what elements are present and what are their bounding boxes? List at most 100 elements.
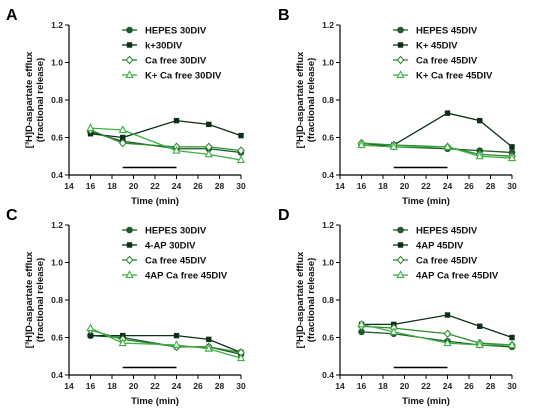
- y-tick-label: 1.2: [51, 20, 63, 30]
- y-tick-label: 1.0: [51, 258, 63, 268]
- legend-label: HEPES 45DIV: [416, 226, 478, 237]
- panel-A: A 0.4 0.6 0.8 1.0 1.2 14 16 18 20 22 24 26 28 30 Time (…: [6, 7, 246, 207]
- x-tick-label: 26: [193, 181, 203, 191]
- x-tick-label: 30: [507, 181, 517, 191]
- data-point: [236, 155, 246, 163]
- y-tick-label: 0.4: [51, 170, 63, 180]
- legend-label: K+ Ca free 45DIV: [416, 71, 493, 82]
- x-tick-label: 24: [443, 181, 453, 191]
- data-point: [236, 353, 246, 362]
- data-point: [477, 117, 483, 124]
- x-tick-label: 20: [400, 181, 410, 191]
- data-point: [238, 132, 244, 139]
- panel-D: D 0.4 0.6 0.8 1.0 1.2 14 16 18 20 22 24 26 28 30 Time (…: [278, 207, 517, 407]
- x-axis-title: Time (min): [402, 196, 450, 207]
- y-axis-title-line1: [³H]D-aspartate efflux: [24, 51, 35, 148]
- x-tick-label: 20: [129, 381, 139, 391]
- legend-label: Ca free 45DIV: [145, 256, 207, 267]
- data-point: [173, 332, 180, 339]
- x-tick-label: 28: [486, 381, 496, 391]
- legend-marker: [125, 270, 134, 278]
- panel-letter: A: [6, 7, 18, 24]
- legend-marker: [126, 26, 133, 34]
- legend-label: Ca free 30DIV: [145, 56, 207, 67]
- y-axis-title-line1: [³H]D-aspartate efflux: [24, 251, 35, 348]
- y-tick-label: 0.6: [51, 133, 63, 143]
- panel-C: C 0.4 0.6 0.8 1.0 1.2 14 16 18 20 22 24 26 28 30 Time (…: [6, 207, 246, 407]
- y-axis-title-line2: (fractional release): [306, 58, 317, 142]
- legend-label: 4AP Ca free 45DIV: [416, 271, 499, 282]
- legend-marker: [397, 26, 404, 34]
- legend-label: Ca free 45DIV: [416, 56, 478, 67]
- y-axis-title-line2: (fractional release): [35, 258, 46, 342]
- data-point: [120, 134, 126, 141]
- data-point: [509, 144, 515, 150]
- x-tick-label: 14: [335, 381, 345, 391]
- y-tick-label: 0.4: [322, 170, 334, 180]
- y-tick-label: 1.0: [322, 58, 334, 68]
- x-tick-label: 22: [150, 381, 160, 391]
- y-tick-label: 1.0: [51, 58, 63, 68]
- data-point: [173, 117, 180, 124]
- legend-label: HEPES 45DIV: [416, 26, 478, 37]
- x-tick-label: 16: [86, 181, 96, 191]
- series-line-2: [361, 314, 513, 339]
- x-tick-label: 18: [107, 181, 117, 191]
- x-tick-label: 22: [421, 381, 431, 391]
- y-tick-label: 0.6: [322, 333, 334, 343]
- data-point: [206, 336, 212, 343]
- y-tick-label: 1.2: [51, 220, 63, 230]
- legend-marker: [396, 55, 405, 65]
- data-point: [444, 110, 451, 116]
- data-point: [204, 343, 213, 352]
- x-tick-label: 16: [357, 181, 367, 191]
- x-tick-label: 18: [378, 181, 388, 191]
- data-point: [357, 319, 366, 328]
- x-tick-label: 28: [215, 181, 225, 191]
- x-tick-label: 20: [400, 381, 410, 391]
- y-axis-title-line2: (fractional release): [306, 258, 317, 342]
- panel-letter: C: [6, 207, 18, 224]
- legend-label: K+ 45DIV: [416, 41, 458, 52]
- y-tick-label: 0.6: [322, 133, 334, 143]
- data-point: [475, 340, 484, 348]
- data-point: [507, 340, 517, 348]
- y-tick-label: 0.4: [322, 370, 334, 380]
- data-point: [172, 340, 181, 348]
- x-axis-title: Time (min): [131, 196, 179, 207]
- y-tick-label: 0.6: [51, 333, 63, 343]
- x-tick-label: 20: [129, 181, 139, 191]
- data-point: [443, 142, 452, 150]
- data-point: [389, 327, 398, 335]
- data-point: [86, 323, 95, 332]
- legend-marker: [126, 42, 133, 48]
- x-tick-label: 30: [236, 181, 246, 191]
- legend-marker: [397, 42, 404, 48]
- x-tick-label: 18: [378, 381, 388, 391]
- legend-marker: [397, 226, 404, 234]
- y-tick-label: 0.8: [322, 295, 334, 305]
- data-point: [357, 140, 366, 148]
- y-tick-label: 0.8: [322, 95, 334, 105]
- data-point: [509, 334, 515, 341]
- y-axis-title-line1: [³H]D-aspartate efflux: [295, 251, 306, 348]
- data-point: [118, 338, 127, 347]
- x-tick-label: 30: [236, 381, 246, 391]
- y-tick-label: 0.8: [51, 95, 63, 105]
- legend-label: K+ Ca free 30DIV: [145, 71, 222, 82]
- legend-marker: [125, 55, 134, 65]
- legend-label: Ca free 45DIV: [416, 256, 478, 267]
- x-tick-label: 26: [464, 181, 474, 191]
- data-point: [475, 151, 484, 160]
- series-line-2: [361, 112, 513, 148]
- x-tick-label: 16: [357, 381, 367, 391]
- legend-label: k+30DIV: [145, 41, 183, 52]
- x-tick-label: 22: [421, 181, 431, 191]
- x-tick-label: 18: [107, 381, 117, 391]
- x-tick-label: 14: [64, 381, 74, 391]
- legend-label: 4-AP 30DIV: [145, 241, 196, 252]
- data-point: [443, 329, 452, 339]
- panel-letter: D: [278, 207, 290, 224]
- legend-marker: [396, 70, 405, 78]
